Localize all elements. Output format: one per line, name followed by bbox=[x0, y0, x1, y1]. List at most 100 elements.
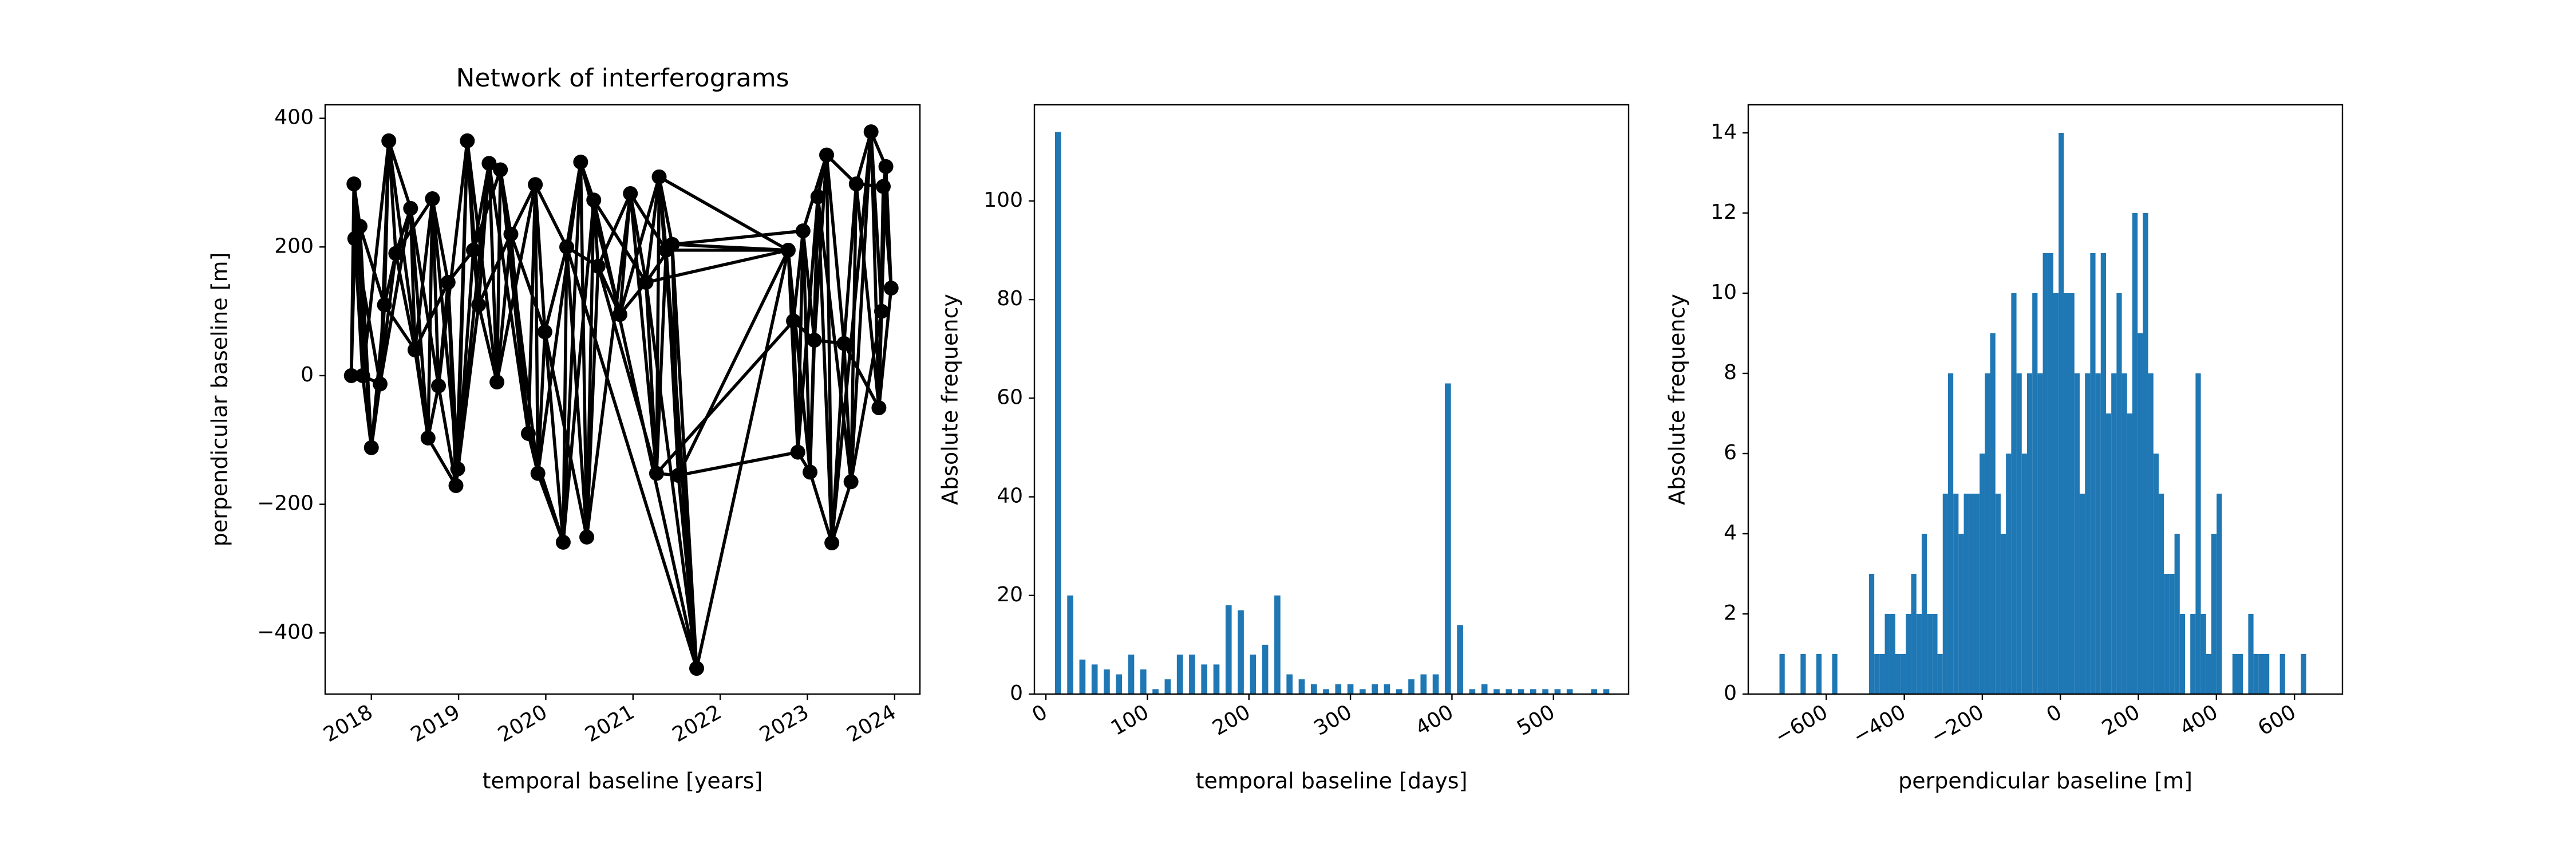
edge bbox=[426, 385, 440, 439]
bar bbox=[1566, 689, 1573, 694]
node bbox=[803, 464, 818, 480]
bar bbox=[1868, 574, 1875, 694]
edge bbox=[646, 249, 789, 284]
node bbox=[649, 466, 664, 481]
bar bbox=[2121, 373, 2127, 694]
edge bbox=[383, 304, 417, 351]
bar bbox=[1591, 689, 1598, 694]
edge bbox=[596, 192, 632, 267]
node bbox=[612, 307, 627, 322]
bar bbox=[2006, 454, 2012, 694]
bar bbox=[1079, 659, 1086, 694]
node bbox=[530, 466, 546, 481]
bar bbox=[2200, 614, 2206, 694]
axes-frame bbox=[1033, 104, 1630, 695]
bar bbox=[1506, 689, 1512, 694]
bar bbox=[2211, 534, 2217, 694]
edge bbox=[629, 193, 658, 474]
bar bbox=[1335, 684, 1342, 694]
node bbox=[355, 368, 370, 383]
y-tick-label: 8 bbox=[1724, 361, 1737, 384]
bar bbox=[2059, 133, 2064, 694]
y-axis-label: Absolute frequency bbox=[1665, 294, 1690, 505]
bar bbox=[2037, 373, 2043, 694]
bar bbox=[1603, 689, 1610, 694]
edge bbox=[592, 199, 698, 669]
bar bbox=[1990, 333, 1996, 694]
node bbox=[883, 281, 899, 296]
edge bbox=[655, 250, 668, 474]
edge bbox=[855, 131, 873, 184]
node bbox=[352, 219, 368, 234]
bar bbox=[1116, 674, 1123, 694]
bar bbox=[1953, 494, 1959, 694]
edge bbox=[644, 176, 661, 283]
bar bbox=[1128, 655, 1135, 694]
bar bbox=[2090, 253, 2096, 694]
x-axis-label: temporal baseline [years] bbox=[483, 769, 763, 794]
node bbox=[489, 375, 505, 390]
node bbox=[528, 177, 543, 192]
edge bbox=[843, 342, 880, 409]
bar bbox=[1152, 689, 1159, 694]
edge bbox=[695, 250, 790, 669]
bar bbox=[1360, 689, 1366, 694]
edge bbox=[394, 253, 417, 350]
edge bbox=[565, 246, 698, 669]
edge bbox=[592, 200, 600, 267]
bar bbox=[2206, 654, 2211, 694]
node bbox=[448, 478, 464, 494]
edge bbox=[426, 437, 457, 487]
bar bbox=[1518, 689, 1524, 694]
edge bbox=[801, 230, 816, 341]
bar bbox=[1104, 669, 1110, 694]
bar bbox=[1457, 625, 1463, 694]
edge bbox=[562, 200, 595, 543]
bar bbox=[1323, 689, 1329, 694]
bar bbox=[1832, 654, 1838, 694]
bar bbox=[1164, 679, 1171, 694]
edge bbox=[477, 163, 491, 305]
bar bbox=[2074, 373, 2080, 694]
edge bbox=[677, 249, 790, 476]
axes-frame bbox=[1747, 104, 2344, 695]
bar bbox=[2248, 614, 2254, 694]
bar bbox=[2085, 373, 2091, 694]
bar bbox=[1969, 494, 1974, 694]
node bbox=[871, 400, 887, 416]
node bbox=[579, 529, 595, 545]
edge bbox=[477, 304, 499, 383]
node bbox=[347, 231, 362, 246]
bar bbox=[1055, 132, 1061, 694]
bar bbox=[2079, 494, 2085, 694]
bar bbox=[2011, 293, 2017, 694]
node bbox=[465, 242, 481, 258]
bar bbox=[2217, 494, 2222, 694]
node bbox=[403, 200, 418, 216]
edge bbox=[830, 131, 873, 543]
bar bbox=[2158, 494, 2164, 694]
bar bbox=[1884, 614, 1890, 694]
bar bbox=[2095, 373, 2101, 694]
bar bbox=[1225, 605, 1232, 694]
edge bbox=[509, 234, 530, 434]
edge bbox=[382, 253, 398, 305]
edge bbox=[629, 192, 667, 251]
node bbox=[786, 313, 801, 329]
edge bbox=[536, 472, 565, 543]
y-axis-label: Absolute frequency bbox=[938, 294, 963, 505]
bar bbox=[1298, 679, 1305, 694]
edge bbox=[808, 471, 833, 543]
edge bbox=[670, 244, 698, 669]
y-tick-label: −200 bbox=[257, 492, 314, 515]
bar bbox=[2253, 654, 2259, 694]
bar bbox=[2064, 293, 2069, 694]
bar bbox=[2116, 293, 2122, 694]
y-tick-label: 80 bbox=[997, 287, 1023, 310]
bar bbox=[1530, 689, 1536, 694]
bar bbox=[1262, 644, 1269, 694]
edge bbox=[387, 140, 412, 209]
bar bbox=[2138, 333, 2143, 694]
bar bbox=[1176, 655, 1183, 694]
